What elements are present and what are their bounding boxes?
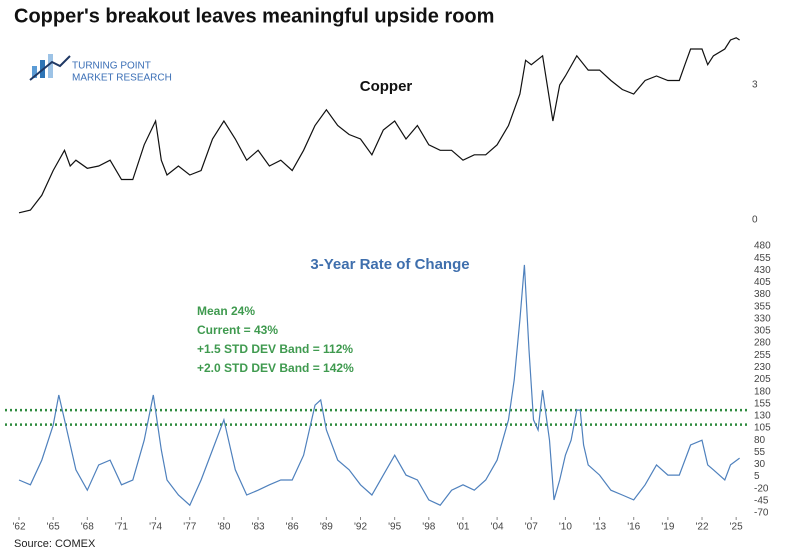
logo: TURNING POINT MARKET RESEARCH: [29, 54, 172, 84]
annotation: Mean 24%: [197, 304, 255, 318]
logo-text: TURNING POINT: [72, 61, 151, 72]
logo-bar: [32, 66, 37, 78]
series-line: [18, 37, 740, 214]
x-tick-label: '25: [730, 522, 743, 533]
x-tick-label: '65: [47, 522, 60, 533]
x-tick-label: '22: [695, 522, 708, 533]
y-tick-label: 480: [754, 241, 771, 252]
y-tick-label: 0: [752, 215, 758, 226]
x-tick-label: '83: [252, 522, 265, 533]
x-tick-label: '16: [627, 522, 640, 533]
x-tick-label: '19: [661, 522, 674, 533]
x-tick-label: '68: [81, 522, 94, 533]
y-tick-label: -20: [754, 483, 769, 494]
page-title: Copper's breakout leaves meaningful upsi…: [14, 5, 494, 27]
x-tick-label: '10: [559, 522, 572, 533]
y-tick-label: 5: [754, 471, 760, 482]
y-tick-label: 380: [754, 289, 771, 300]
y-tick-label: 130: [754, 411, 771, 422]
logo-bar: [48, 54, 53, 78]
y-tick-label: 80: [754, 435, 766, 446]
series-line: [18, 264, 740, 507]
x-tick-label: '71: [115, 522, 128, 533]
x-tick-label: '92: [354, 522, 367, 533]
x-tick-label: '13: [593, 522, 606, 533]
x-tick-label: '89: [320, 522, 333, 533]
x-tick-label: '80: [217, 522, 230, 533]
y-tick-label: 280: [754, 338, 771, 349]
x-tick-label: '86: [286, 522, 299, 533]
y-tick-label: 355: [754, 301, 771, 312]
y-tick-label: 155: [754, 398, 771, 409]
x-tick-label: '01: [456, 522, 469, 533]
y-tick-label: 180: [754, 386, 771, 397]
y-tick-label: 405: [754, 277, 771, 288]
x-tick-label: '77: [183, 522, 196, 533]
x-tick-label: '74: [149, 522, 162, 533]
y-tick-label: 430: [754, 265, 771, 276]
y-tick-label: 30: [754, 459, 766, 470]
y-tick-label: 305: [754, 326, 771, 337]
y-tick-label: 205: [754, 374, 771, 385]
panel-title: Copper: [360, 78, 413, 95]
annotation: +1.5 STD DEV Band = 112%: [197, 342, 353, 356]
y-tick-label: 330: [754, 313, 771, 324]
x-tick-label: '95: [388, 522, 401, 533]
y-tick-label: 55: [754, 447, 766, 458]
y-tick-label: 255: [754, 350, 771, 361]
x-tick-label: '62: [12, 522, 25, 533]
y-tick-label: 3: [752, 80, 758, 91]
source: Source: COMEX: [14, 538, 96, 550]
panel-title: 3-Year Rate of Change: [310, 256, 469, 273]
y-tick-label: 455: [754, 253, 771, 264]
y-tick-label: -70: [754, 508, 769, 519]
annotation: +2.0 STD DEV Band = 142%: [197, 361, 354, 375]
y-tick-label: 230: [754, 362, 771, 373]
logo-text: MARKET RESEARCH: [72, 73, 172, 84]
annotation: Current = 43%: [197, 323, 278, 337]
y-tick-label: 105: [754, 423, 771, 434]
x-tick-label: '98: [422, 522, 435, 533]
x-tick-label: '04: [491, 522, 504, 533]
y-tick-label: -45: [754, 496, 769, 507]
x-tick-label: '07: [525, 522, 538, 533]
logo-arrow: [29, 55, 71, 81]
